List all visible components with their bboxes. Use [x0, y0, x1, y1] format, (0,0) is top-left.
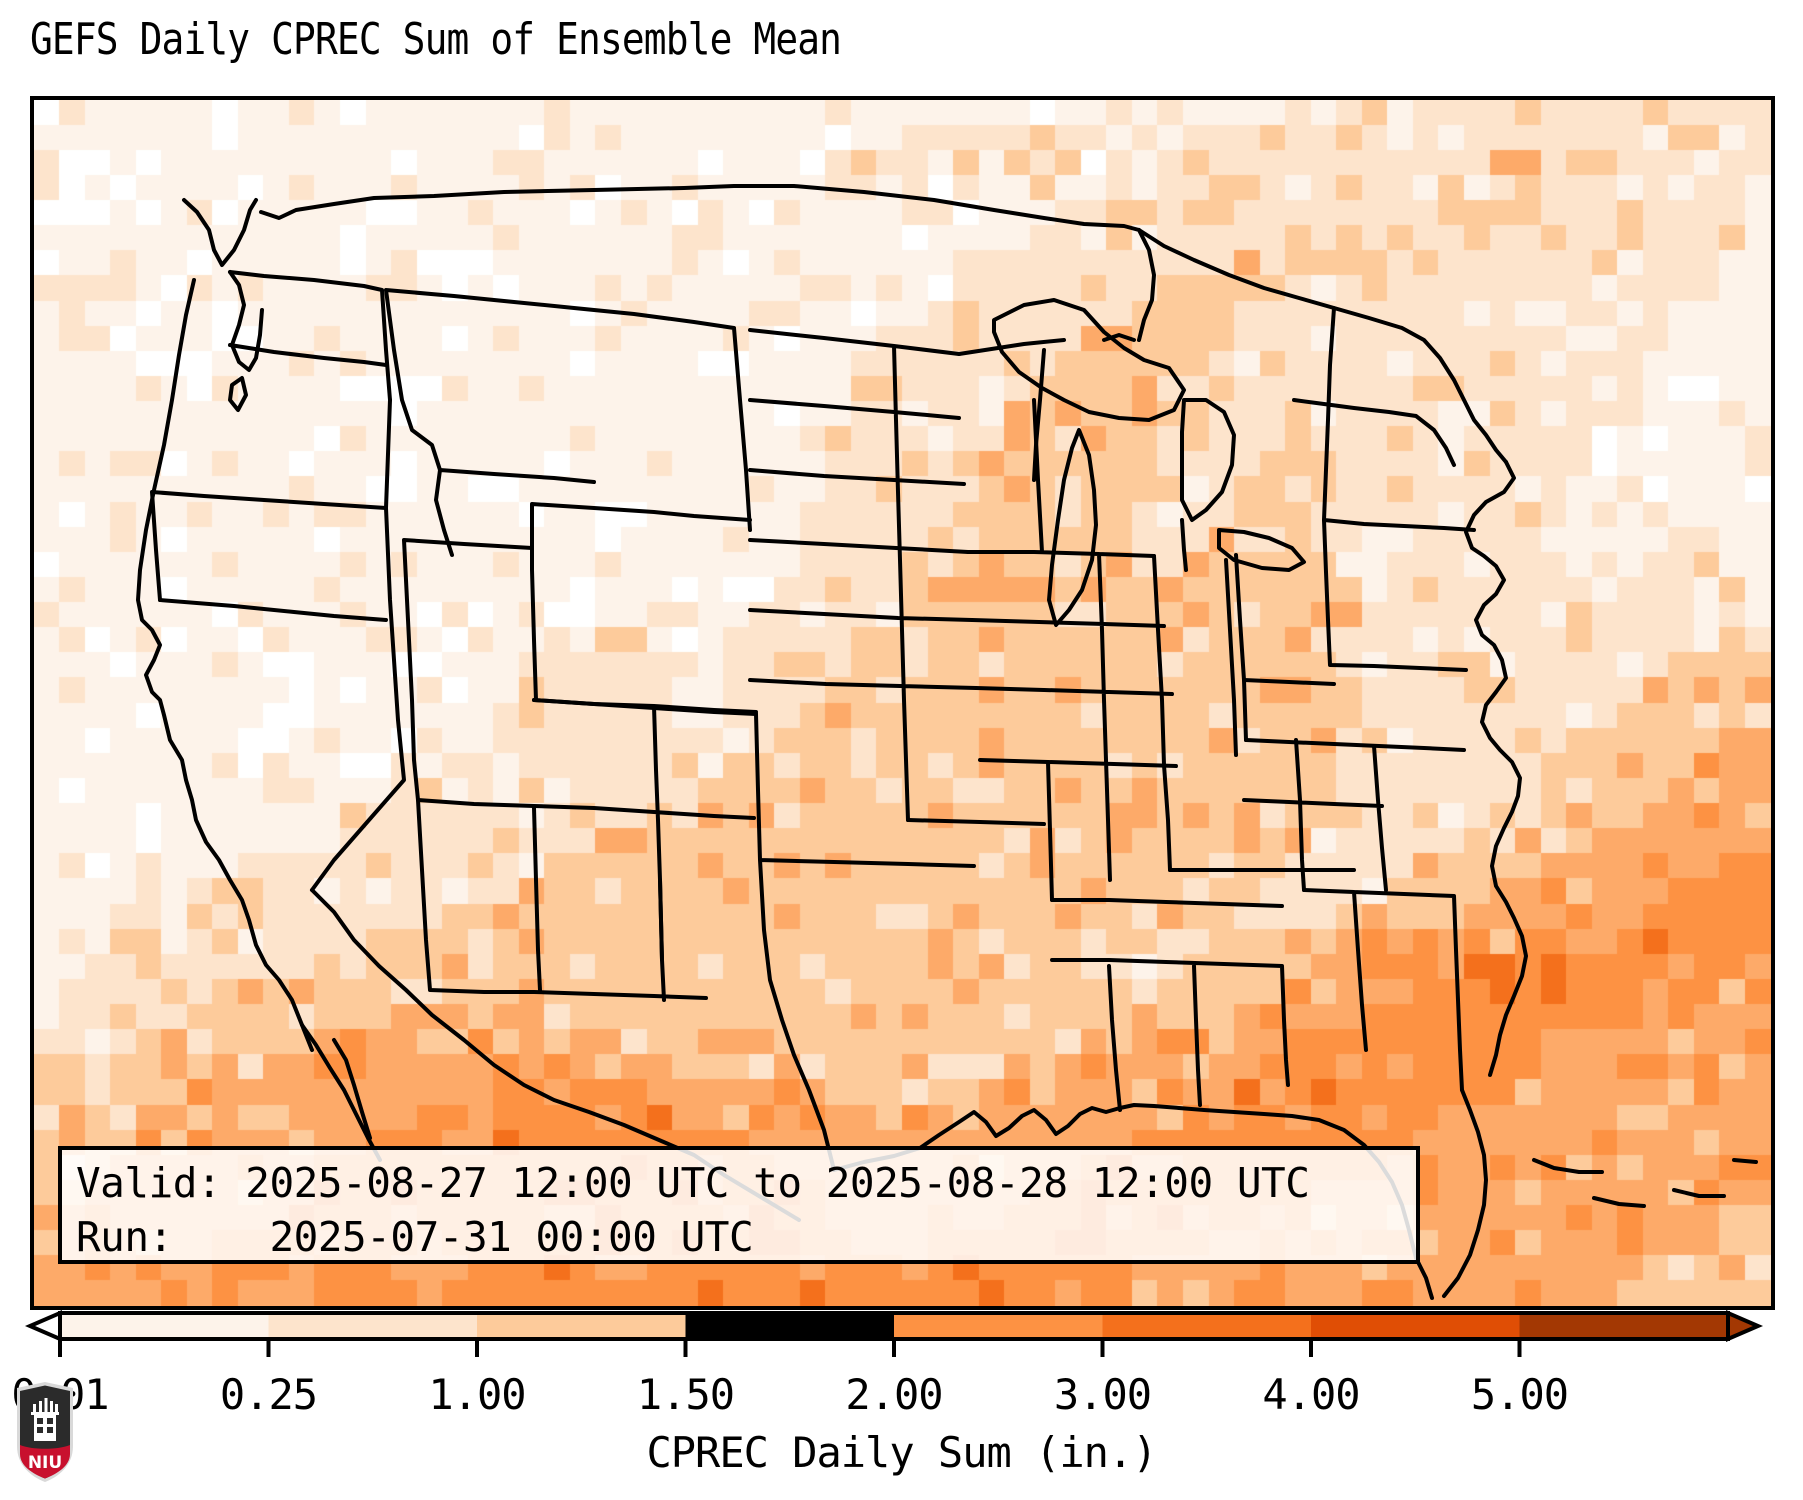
- colorbar-tick-label: 4.00: [1262, 1370, 1360, 1419]
- state-minnesota-iowa-missouri: [957, 338, 1178, 882]
- state-idaho-montana: [384, 288, 752, 557]
- valid-time-label: Valid: 2025-08-27 12:00 UTC to 2025-08-2…: [76, 1159, 1310, 1207]
- state-wyoming: [530, 502, 758, 716]
- greatlakes-superior-michigan-huron: [992, 298, 1306, 627]
- coastline-baja-california: [300, 1023, 382, 1162]
- coastline-florida: [1414, 1088, 1488, 1300]
- colorbar-band[interactable]: [60, 1313, 270, 1339]
- state-tennessee-kentucky-alabama-mississippi: [1050, 898, 1290, 1112]
- colorbar-axis-label: CPREC Daily Sum (in.): [646, 1428, 1157, 1477]
- colorbar-tick-labels: 0.010.251.001.502.003.004.005.00: [0, 1370, 1803, 1420]
- coastline-atlantic-northeast: [1464, 460, 1528, 1077]
- colorbar-extend-min[interactable]: [24, 1309, 62, 1343]
- state-wisconsin-illinois-indiana: [1032, 348, 1238, 902]
- colorbar-tick-label: 2.00: [845, 1370, 943, 1419]
- colorbar-band[interactable]: [477, 1313, 687, 1339]
- state-arizona-newmexico: [416, 798, 708, 1002]
- state-midatlantic: [1242, 518, 1468, 752]
- colorbar-band[interactable]: [894, 1313, 1104, 1339]
- border-us-canada: [259, 184, 1156, 342]
- logo-red-banner: [20, 1445, 70, 1479]
- state-california-nevada: [158, 506, 406, 892]
- state-oregon: [150, 398, 392, 602]
- state-newyork-newengland: [1137, 228, 1508, 532]
- page-title: GEFS Daily CPREC Sum of Ensemble Mean: [30, 14, 842, 65]
- colorbar-band[interactable]: [268, 1313, 478, 1339]
- state-michigan-ohio: [1102, 333, 1356, 892]
- colorbar-tick-label: 3.00: [1053, 1370, 1152, 1419]
- map-boundaries-overlay: [136, 184, 1758, 1300]
- logo-tower-windows: [37, 1418, 53, 1433]
- colorbar-tick-label: 1.50: [636, 1370, 735, 1419]
- state-washington: [228, 270, 392, 402]
- logo-text: NIU: [28, 1453, 62, 1473]
- colorbar-extend-max[interactable]: [1726, 1309, 1764, 1343]
- colorbar-band[interactable]: [1519, 1313, 1729, 1339]
- coastline-west: [136, 278, 314, 1052]
- state-utah-colorado: [402, 538, 758, 962]
- colorbar-tick-label: 5.00: [1470, 1370, 1569, 1419]
- map-panel: [30, 96, 1775, 1310]
- colorbar: [0, 1305, 1803, 1365]
- colorbar-tick-label: 1.00: [428, 1370, 526, 1419]
- colorbar-band[interactable]: [1102, 1313, 1312, 1339]
- coastline-pacific-northwest: [182, 198, 264, 412]
- coastline-gulf: [832, 1103, 1418, 1260]
- state-oklahoma-texas: [754, 712, 1046, 1172]
- colorbar-band[interactable]: [1311, 1313, 1521, 1339]
- state-carolinas-georgia: [1242, 744, 1464, 1092]
- coastline-caribbean-bahamas: [1532, 1158, 1758, 1208]
- colorbar-band[interactable]: [685, 1313, 895, 1339]
- state-dakotas-nebraska-kansas: [748, 328, 978, 822]
- niu-logo: NIU: [17, 1382, 73, 1482]
- colorbar-tick-label: 0.25: [219, 1370, 318, 1419]
- forecast-info-box: Valid: 2025-08-27 12:00 UTC to 2025-08-2…: [58, 1146, 1420, 1264]
- colorbar-svg: [24, 1309, 1764, 1357]
- run-time-label: Run: 2025-07-31 00:00 UTC: [76, 1213, 754, 1261]
